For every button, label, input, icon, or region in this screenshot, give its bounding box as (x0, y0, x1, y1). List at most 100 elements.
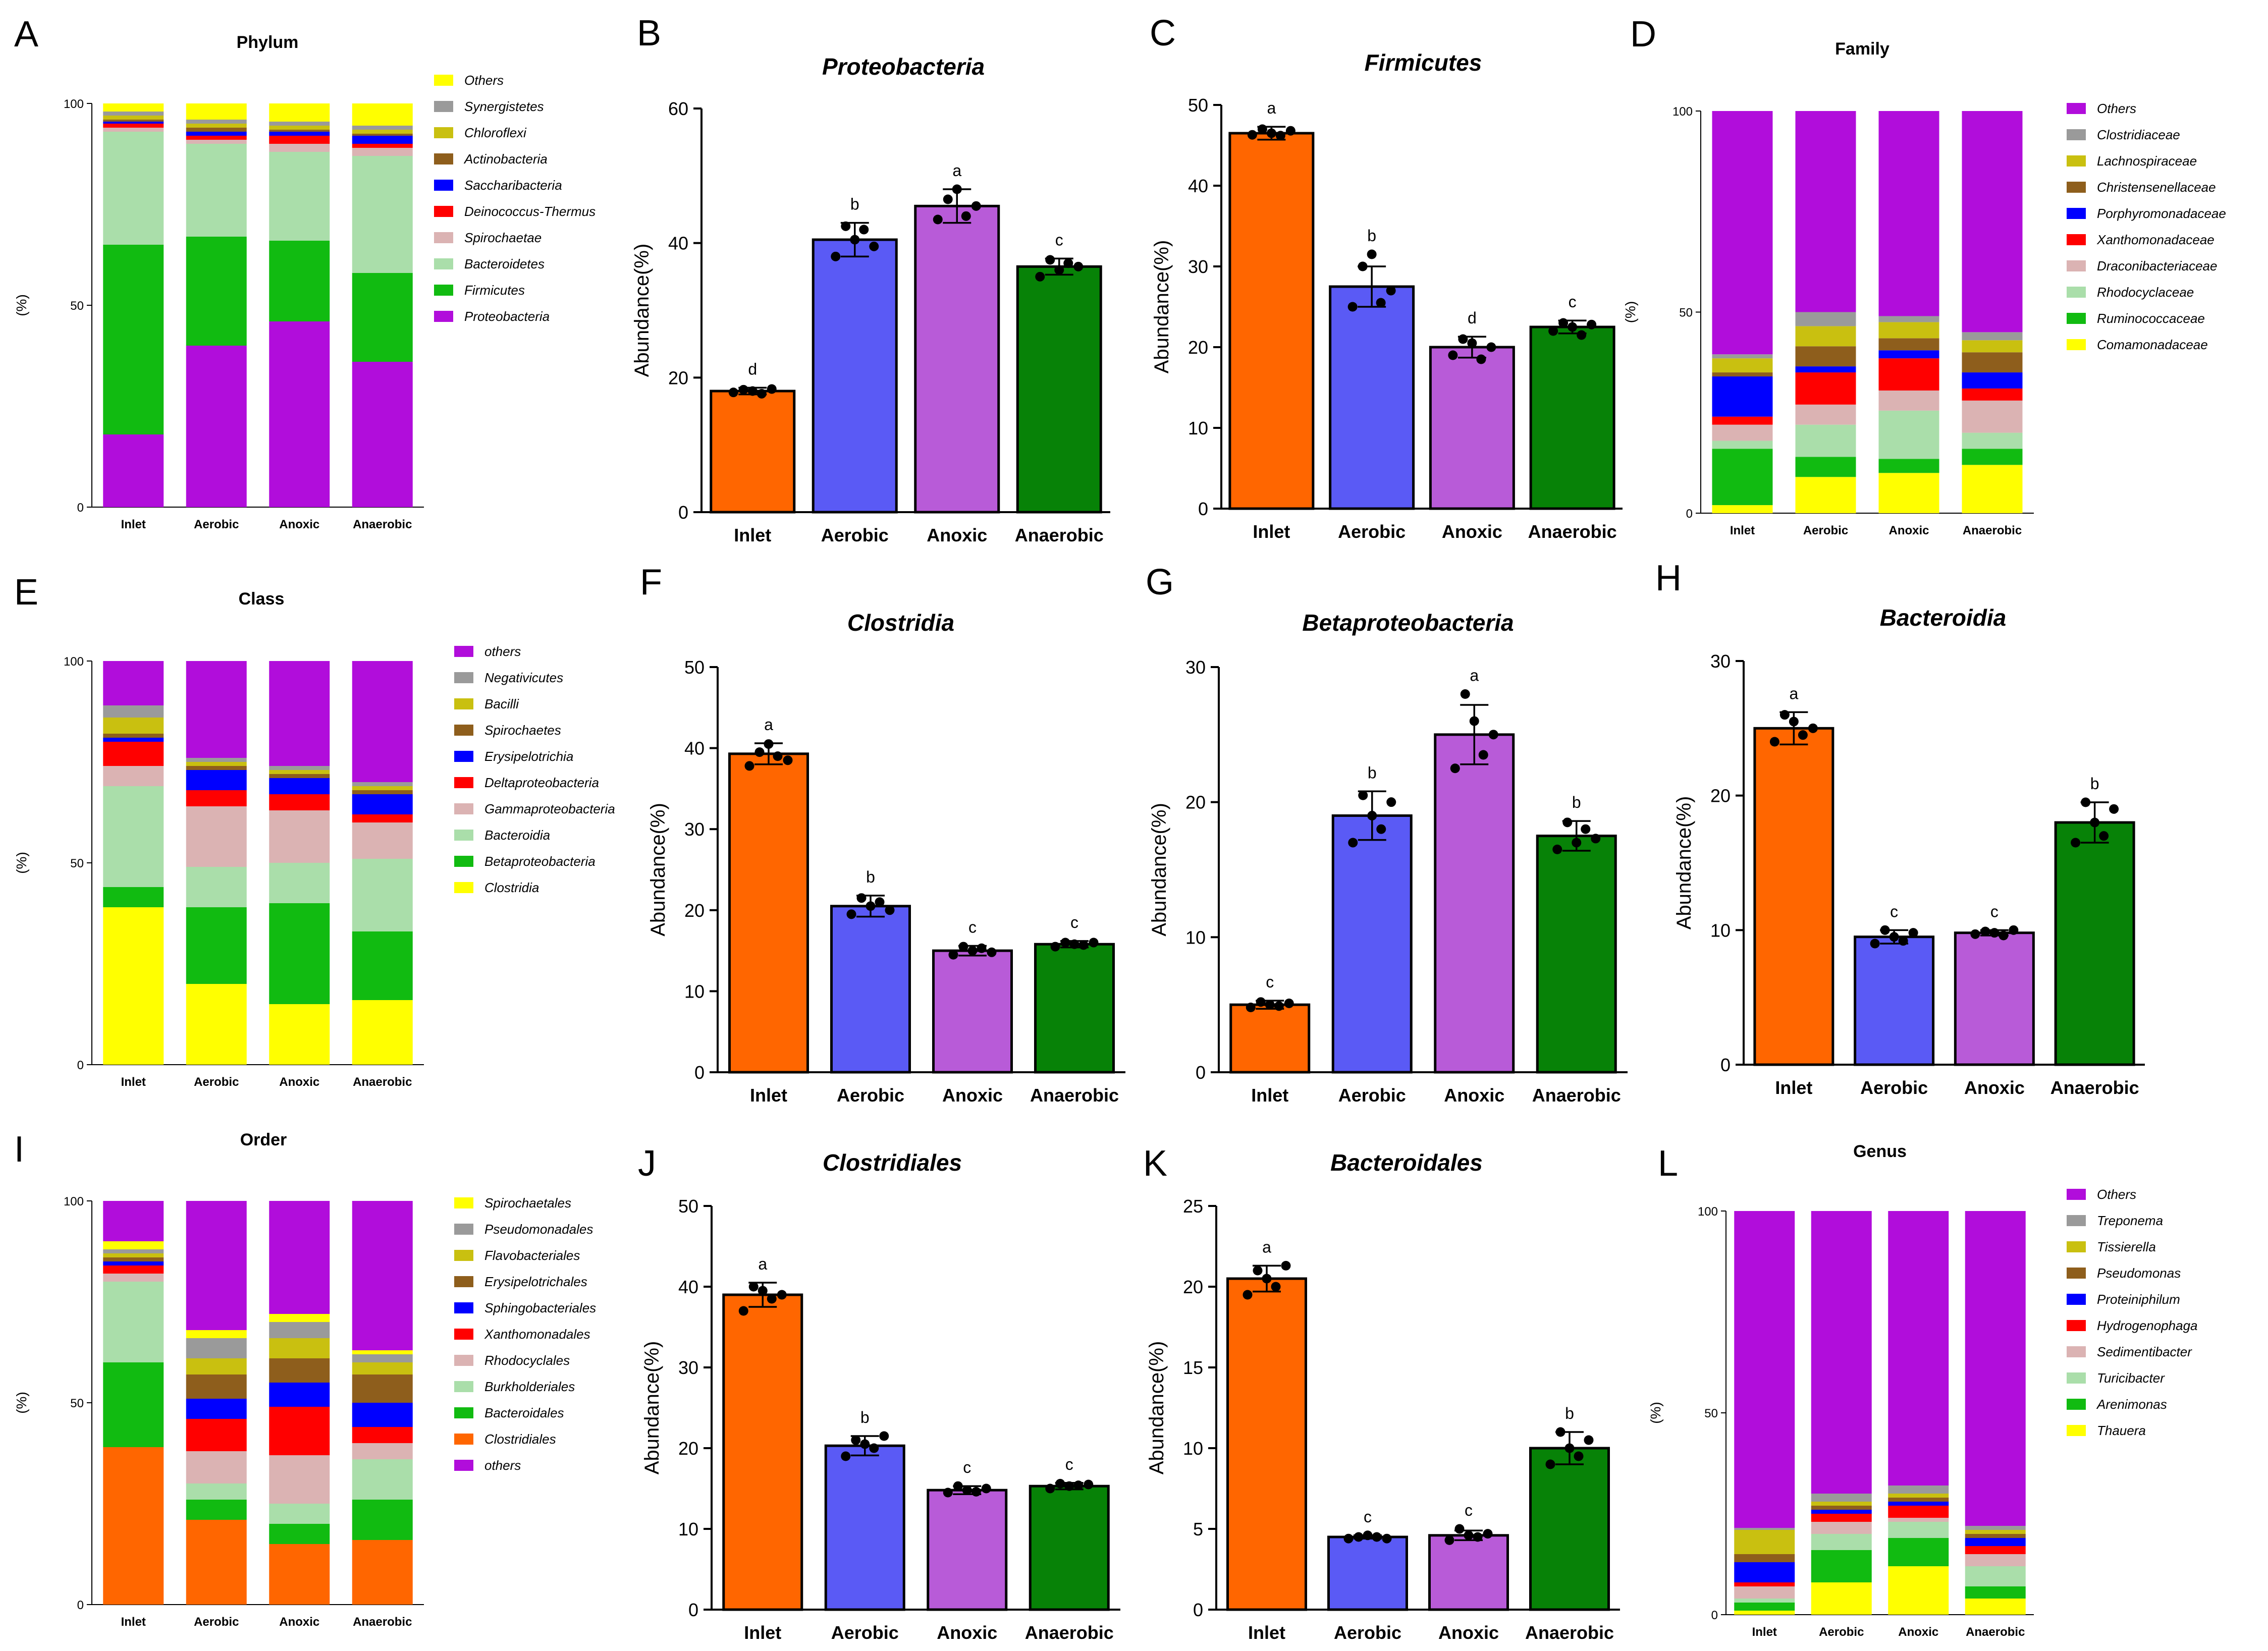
legend-swatch (454, 698, 473, 709)
legend-label: Others (2097, 101, 2136, 116)
x-tick-label: Anaerobic (1966, 1625, 2025, 1639)
stacked-segment (1811, 1582, 1872, 1615)
stacked-segment (1965, 1586, 2026, 1599)
bar (722, 1293, 803, 1611)
stacked-segment (1962, 372, 2023, 389)
y-tick-label: 0 (1196, 1062, 1206, 1083)
stacked-segment (186, 1520, 247, 1605)
stacked-segment (352, 156, 413, 273)
legend-swatch (434, 258, 453, 269)
bar (1529, 325, 1615, 510)
x-tick-label: Anoxic (1898, 1625, 1938, 1639)
data-point (747, 386, 758, 396)
x-tick-label: Anoxic (279, 518, 319, 531)
legend-swatch (454, 1434, 473, 1445)
y-tick-label: 0 (694, 1062, 705, 1083)
x-tick-label: Inlet (121, 1615, 146, 1629)
legend-label: Clostridiaceae (2097, 127, 2180, 142)
stacked-segment (1795, 424, 1856, 457)
data-point (1789, 717, 1799, 727)
stacked-segment (269, 1407, 330, 1455)
x-tick-label: Aerobic (837, 1085, 904, 1106)
legend-label: Hydrogenophaga (2097, 1318, 2198, 1333)
data-point (866, 901, 876, 911)
panel-h: H Bacteroidia 0 10 20 30 Abundance(%) Inlet Aero… (1655, 558, 2145, 1098)
bar (1428, 1534, 1509, 1611)
data-point (1577, 330, 1587, 340)
y-tick-label: 0 (77, 1599, 84, 1612)
data-point (933, 214, 943, 225)
x-tick-label: Aerobic (1338, 521, 1406, 542)
stacked-segment (1712, 111, 1773, 355)
data-point (1889, 932, 1899, 942)
data-point (2071, 838, 2081, 848)
legend-label: Xanthomonadales (484, 1327, 590, 1342)
legend-label: Erysipelotrichales (484, 1274, 587, 1289)
data-point (757, 389, 767, 399)
x-tick-label: Aerobic (831, 1622, 899, 1643)
data-point (860, 1439, 870, 1449)
stacked-segment (269, 132, 330, 136)
stacked-segment (103, 1249, 164, 1253)
panel-letter: K (1143, 1143, 1167, 1184)
stacked-segment (103, 1261, 164, 1265)
bar (932, 949, 1013, 1074)
stacked-segment (269, 903, 330, 1004)
data-point (1246, 1003, 1256, 1013)
y-axis-label: (%) (1623, 301, 1638, 323)
legend-label: Others (2097, 1187, 2136, 1202)
data-point (1073, 261, 1084, 271)
legend-label: Spirochaetae (464, 230, 542, 245)
legend-label: Turicibacter (2097, 1370, 2165, 1386)
stacked-segment (1811, 1494, 1872, 1502)
legend-swatch (2067, 339, 2086, 350)
stacked-segment (103, 132, 164, 245)
legend-swatch (434, 75, 453, 86)
stacked-segment (103, 1201, 164, 1241)
y-tick-label: 20 (1185, 792, 1206, 813)
legend-swatch (454, 1276, 473, 1287)
stacked-segment (186, 984, 247, 1065)
y-axis-label: Abundance(%) (631, 244, 653, 377)
bar (824, 1444, 905, 1611)
data-point (1262, 1274, 1272, 1284)
significance-letter: c (1990, 902, 1999, 920)
chart-title: Genus (1853, 1142, 1907, 1161)
x-tick-label: Anaerobic (353, 1615, 412, 1629)
data-point (1050, 942, 1060, 952)
stacked-segment (1962, 388, 2023, 401)
legend-label: Pseudomonas (2097, 1265, 2181, 1281)
stacked-segment (1712, 358, 1773, 373)
data-point (875, 897, 885, 907)
stacked-segment (269, 126, 330, 130)
stacked-segment (352, 136, 413, 144)
legend-label: Others (464, 73, 504, 88)
stacked-segment (103, 661, 164, 705)
x-tick-label: Inlet (1251, 1085, 1288, 1106)
stacked-segment (1712, 505, 1773, 513)
bar (1429, 346, 1515, 510)
legend-swatch (454, 672, 473, 683)
legend-swatch (2067, 1372, 2086, 1384)
data-point (967, 946, 978, 956)
legend-swatch (434, 311, 453, 322)
data-point (1454, 1524, 1465, 1534)
legend-label: Sphingobacteriales (484, 1300, 596, 1315)
stacked-segment (269, 1004, 330, 1065)
x-tick-label: Anaerobic (2050, 1077, 2139, 1098)
significance-letter: c (1890, 902, 1898, 920)
data-point (738, 384, 748, 395)
panel-letter: I (14, 1129, 24, 1170)
data-point (1908, 928, 1918, 938)
data-point (1478, 750, 1488, 760)
data-point (831, 251, 841, 261)
legend-swatch (454, 856, 473, 867)
x-tick-label: Aerobic (194, 518, 239, 531)
chart-title: Bacteroidia (1880, 604, 2007, 631)
legend-swatch (434, 285, 453, 296)
stacked-segment (269, 1544, 330, 1605)
significance-letter: c (1465, 1501, 1473, 1519)
stacked-segment (186, 1358, 247, 1374)
data-point (1257, 124, 1267, 134)
stacked-segment (1734, 1562, 1795, 1582)
